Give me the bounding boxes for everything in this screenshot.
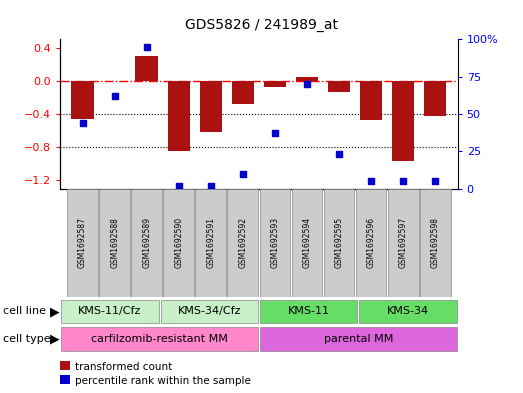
Text: ▶: ▶ — [50, 305, 60, 318]
Bar — [67, 189, 98, 297]
Point — [238, 171, 247, 177]
Bar — [99, 189, 130, 297]
Bar — [161, 300, 258, 323]
Point — [367, 178, 376, 184]
Text: GSM1692589: GSM1692589 — [142, 217, 151, 268]
Bar — [360, 81, 382, 120]
Point — [110, 93, 119, 99]
Bar — [259, 189, 290, 297]
Bar — [359, 300, 457, 323]
Bar — [200, 81, 222, 132]
Text: ▶: ▶ — [50, 332, 60, 345]
Text: GSM1692590: GSM1692590 — [174, 217, 183, 268]
Text: GSM1692588: GSM1692588 — [110, 217, 119, 268]
Bar — [167, 81, 190, 151]
Text: KMS-34/Cfz: KMS-34/Cfz — [177, 307, 241, 316]
Text: GSM1692594: GSM1692594 — [302, 217, 312, 268]
Bar — [324, 189, 355, 297]
Text: carfilzomib-resistant MM: carfilzomib-resistant MM — [91, 334, 228, 344]
Point — [142, 44, 151, 50]
Point — [78, 120, 87, 126]
Text: percentile rank within the sample: percentile rank within the sample — [75, 376, 251, 386]
Bar — [71, 81, 94, 119]
Text: GSM1692596: GSM1692596 — [367, 217, 376, 268]
Point — [207, 182, 215, 189]
Bar — [264, 81, 286, 86]
Text: GSM1692597: GSM1692597 — [399, 217, 407, 268]
Bar — [232, 81, 254, 104]
Text: KMS-34: KMS-34 — [387, 307, 429, 316]
Text: GSM1692592: GSM1692592 — [238, 217, 247, 268]
Text: GSM1692598: GSM1692598 — [430, 217, 440, 268]
Text: parental MM: parental MM — [324, 334, 393, 344]
Bar — [356, 189, 386, 297]
Bar — [228, 189, 258, 297]
Bar — [424, 81, 447, 116]
Point — [335, 151, 343, 158]
Bar — [420, 189, 451, 297]
Bar — [61, 327, 258, 351]
Bar — [295, 77, 318, 81]
Bar — [292, 189, 322, 297]
Text: cell line: cell line — [3, 307, 46, 316]
Point — [175, 182, 183, 189]
Bar — [260, 327, 457, 351]
Text: GSM1692593: GSM1692593 — [270, 217, 279, 268]
Text: KMS-11/Cfz: KMS-11/Cfz — [78, 307, 142, 316]
Point — [399, 178, 407, 184]
Text: transformed count: transformed count — [75, 362, 172, 372]
Text: cell type: cell type — [3, 334, 50, 344]
Text: GSM1692587: GSM1692587 — [78, 217, 87, 268]
Bar — [328, 81, 350, 92]
Bar — [131, 189, 162, 297]
Bar — [135, 56, 158, 81]
Bar — [388, 189, 418, 297]
Point — [303, 81, 311, 87]
Bar — [61, 300, 158, 323]
Point — [271, 130, 279, 136]
Text: GDS5826 / 241989_at: GDS5826 / 241989_at — [185, 18, 338, 32]
Text: GSM1692595: GSM1692595 — [335, 217, 344, 268]
Bar — [196, 189, 226, 297]
Bar — [163, 189, 194, 297]
Text: GSM1692591: GSM1692591 — [206, 217, 215, 268]
Bar — [392, 81, 414, 161]
Bar — [260, 300, 357, 323]
Point — [431, 178, 439, 184]
Text: KMS-11: KMS-11 — [288, 307, 329, 316]
